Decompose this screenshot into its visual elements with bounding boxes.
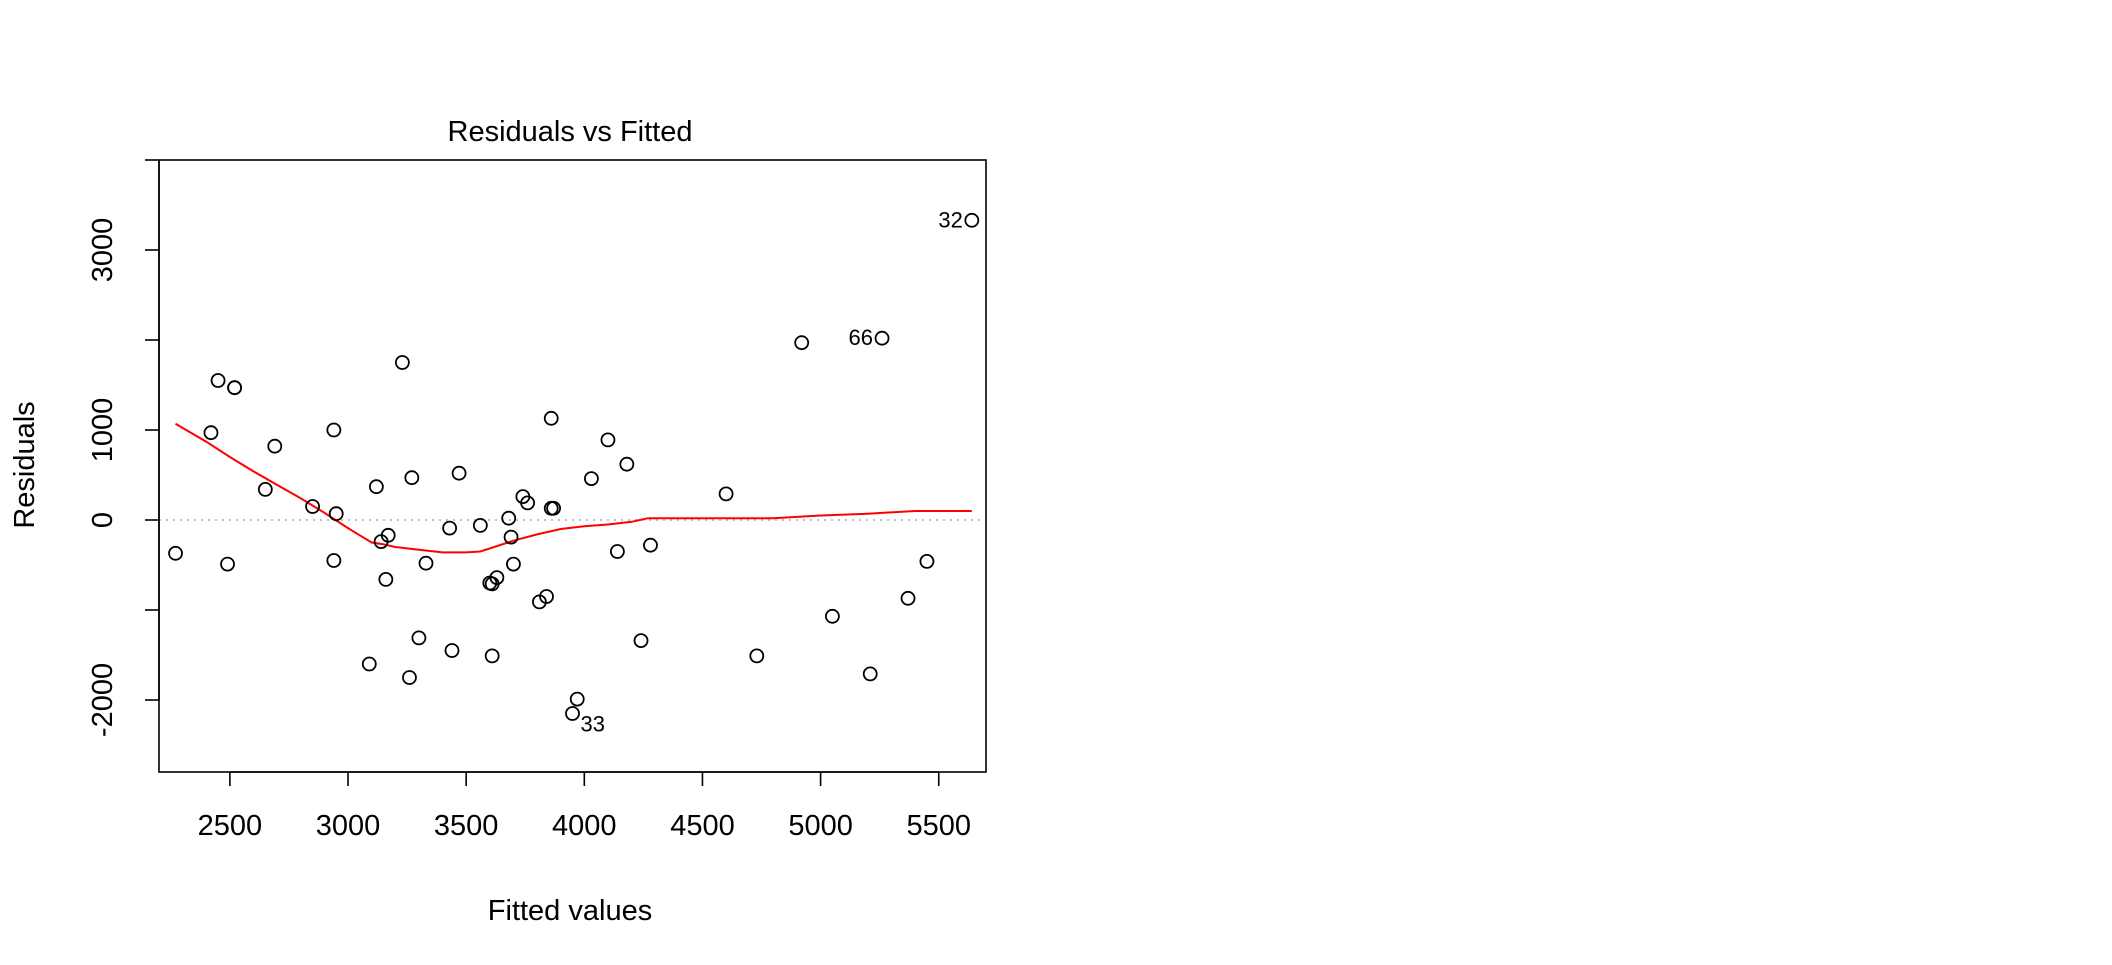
data-point xyxy=(442,520,458,536)
data-point xyxy=(484,648,500,664)
data-point xyxy=(749,648,765,664)
points-layer xyxy=(168,212,980,721)
data-point xyxy=(402,670,417,685)
point-label: 32 xyxy=(938,207,962,232)
data-point xyxy=(539,589,554,604)
data-point xyxy=(489,570,505,585)
y-tick-label: 3000 xyxy=(87,218,119,283)
data-point xyxy=(619,456,635,472)
x-tick-label: 2500 xyxy=(198,810,263,842)
data-point xyxy=(394,355,410,370)
data-point xyxy=(267,438,283,454)
data-point xyxy=(326,553,342,568)
data-point xyxy=(825,608,840,624)
data-point xyxy=(418,555,434,571)
data-point xyxy=(368,479,384,495)
data-point xyxy=(444,643,460,658)
data-point xyxy=(569,691,585,707)
smoother-layer xyxy=(174,422,972,554)
y-axis: -2000 0 1000 3000 xyxy=(87,159,160,737)
data-point xyxy=(257,481,273,497)
data-point xyxy=(305,499,320,514)
data-point xyxy=(643,537,658,553)
x-tick-label: 3500 xyxy=(434,810,499,842)
data-point xyxy=(565,706,580,721)
data-point xyxy=(506,556,521,572)
data-point xyxy=(227,380,243,396)
data-point xyxy=(543,410,559,426)
y-tick-label: 0 xyxy=(87,512,119,528)
x-tick-label: 5000 xyxy=(788,810,853,842)
data-point xyxy=(503,529,519,545)
data-point xyxy=(220,556,235,572)
plot-frame xyxy=(158,159,987,773)
data-point xyxy=(472,518,488,533)
data-point xyxy=(862,666,878,682)
data-point xyxy=(380,527,396,543)
x-tick-label: 3000 xyxy=(316,810,381,842)
data-point xyxy=(451,465,467,481)
data-point xyxy=(600,432,616,448)
data-point xyxy=(794,335,810,351)
data-point xyxy=(874,330,890,346)
x-tick-label: 5500 xyxy=(906,810,971,842)
data-point xyxy=(168,545,183,561)
data-point xyxy=(203,425,219,441)
data-point xyxy=(328,506,344,522)
smoother-line xyxy=(174,422,972,554)
x-tick-label: 4500 xyxy=(670,810,735,842)
data-point xyxy=(520,495,536,511)
data-point xyxy=(326,422,342,438)
y-tick-label: -2000 xyxy=(87,663,119,737)
data-point xyxy=(633,633,649,648)
data-point xyxy=(501,510,517,526)
data-point xyxy=(718,486,734,502)
data-point xyxy=(378,572,394,587)
data-point xyxy=(964,212,980,228)
y-tick-label: 1000 xyxy=(87,398,119,463)
data-point xyxy=(584,471,599,487)
data-point xyxy=(411,630,427,646)
chart-title: Residuals vs Fitted xyxy=(448,116,693,148)
point-labels-layer: 33 66 32 xyxy=(581,207,963,736)
data-point xyxy=(210,373,226,388)
data-point xyxy=(609,544,625,559)
x-axis: 2500 3000 3500 4000 4500 5000 5500 xyxy=(198,771,971,842)
data-point xyxy=(546,500,561,516)
point-label: 66 xyxy=(849,325,873,350)
data-point xyxy=(919,554,935,569)
data-point xyxy=(361,656,377,672)
x-tick-label: 4000 xyxy=(552,810,617,842)
point-label: 33 xyxy=(581,712,605,737)
data-point xyxy=(404,470,420,486)
x-axis-label: Fitted values xyxy=(488,895,652,927)
y-axis-label: Residuals xyxy=(9,401,41,528)
data-point xyxy=(900,590,916,606)
